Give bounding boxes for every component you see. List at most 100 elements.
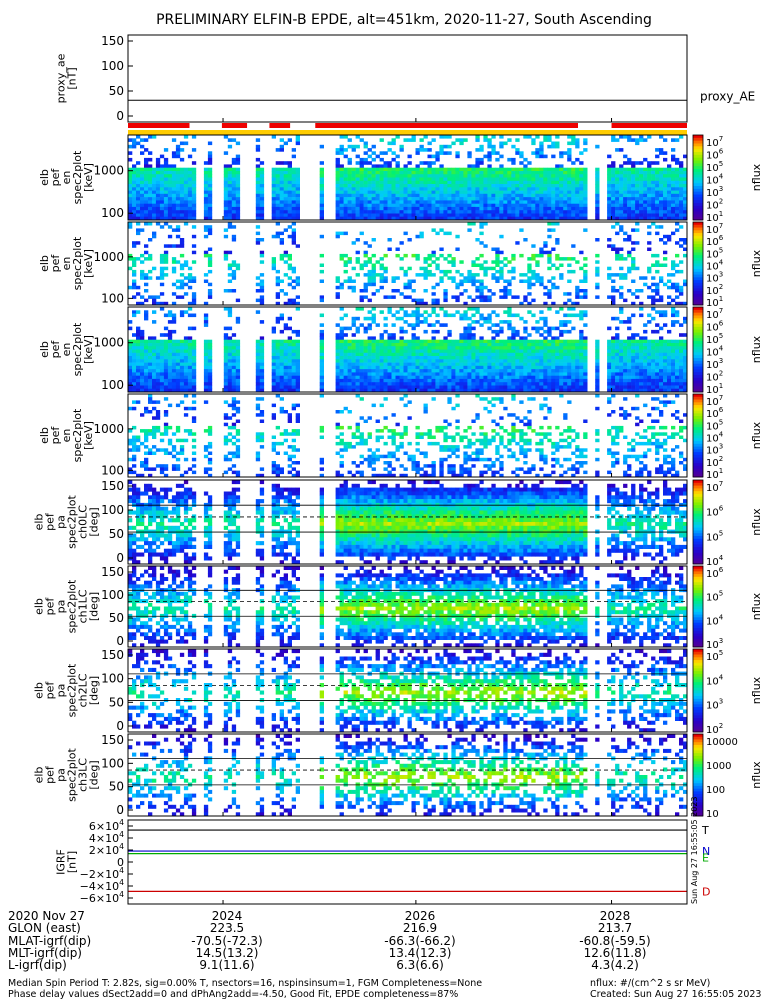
cb-tick: 1000: [706, 761, 731, 772]
footer-created: Created: Sun Aug 27 16:55:05 2023: [590, 989, 761, 1000]
ephem-label-1: GLON (east): [8, 921, 81, 935]
heatmap-ch0: [128, 480, 688, 565]
ephem-label-0: 2020 Nov 27: [8, 909, 85, 923]
ylabel-part: pa: [55, 600, 68, 614]
ephem-4-1: 6.3(6.6): [396, 958, 444, 972]
ylabel-part: spec2plot: [66, 748, 79, 802]
cb-tick: 101: [706, 467, 723, 481]
heatmap-en1: [128, 135, 688, 221]
status-bar-red: [315, 123, 578, 128]
panel-en4: 107106105104103102101nflux1000100elbpefe…: [38, 393, 763, 481]
ylabel-part: [nT]: [66, 851, 79, 873]
ylabel-part: spec2plot: [66, 495, 79, 549]
ytick-label: 0: [116, 634, 124, 648]
ylabel-part: pef: [44, 681, 57, 700]
cb-tick: 105: [706, 529, 723, 543]
heatmap-ch3: [128, 734, 688, 817]
ylabel-part: ch1LC: [77, 589, 90, 623]
ytick-label: 0: [117, 856, 124, 869]
cb-tick: 103: [706, 698, 723, 712]
ephem-4-0: 9.1(11.6): [199, 958, 254, 972]
footer-line1: Median Spin Period T: 2.82s, sig=0.00% T…: [8, 978, 482, 989]
cb-tick: 105: [706, 590, 723, 604]
ylabel-part: pef: [49, 426, 62, 445]
cb-tick: 100: [706, 785, 725, 796]
ylabel-part: spec2plot: [71, 408, 84, 462]
ytick-label: 150: [101, 648, 124, 662]
ylabel-part: [keV]: [82, 421, 95, 450]
side-stamp: Sun Aug 27 16:55:05 2023: [690, 797, 699, 904]
ytick-label: 1000: [93, 336, 124, 350]
ytick-label: 1000: [93, 164, 124, 178]
ylabel-part: pa: [55, 768, 68, 782]
ylabel-part: proxy_ae: [55, 53, 68, 103]
ytick-label: 100: [101, 378, 124, 392]
frame-ch2: [127, 648, 688, 733]
ytick-label: 150: [101, 733, 124, 747]
ephem-1-2: 213.7: [598, 921, 632, 935]
ytick-label: 6×104: [89, 818, 124, 833]
status-bar-yellow: [128, 130, 687, 135]
ytick-label: 150: [101, 34, 124, 48]
ylabel-part: [deg]: [88, 760, 101, 789]
ylabel-part: elb: [33, 682, 46, 699]
ytick-label: 50: [109, 695, 124, 709]
cb-label: nflux: [750, 249, 763, 277]
frame-en3: [127, 306, 688, 393]
ephem-2-2: -60.8(-59.5): [579, 934, 650, 948]
frame-ch1: [127, 565, 688, 648]
ylabel-part: pef: [49, 254, 62, 273]
ephem-label-4: L-igrf(dip): [8, 958, 67, 972]
ylabel-part: elb: [33, 767, 46, 784]
ylabel-part: spec2plot: [66, 663, 79, 717]
ylabel-part: pef: [49, 340, 62, 359]
ylabel-part: en: [60, 429, 73, 443]
ylabel-part: en: [60, 257, 73, 271]
heatmap-ch1: [128, 566, 688, 648]
frame-ch3: [127, 733, 688, 817]
igrf-series-label: E: [702, 852, 709, 865]
ytick-label: 100: [101, 291, 124, 305]
footer-line2: Phase delay values dSect2add=0 and dPhAn…: [8, 989, 458, 1000]
panels: proxy_AE150100500proxy_ae[nT]10710610510…: [33, 34, 764, 905]
cb-label: nflux: [750, 592, 763, 620]
ylabel-part: [deg]: [88, 507, 101, 536]
ylabel-part: elb: [38, 341, 51, 358]
ephem-2-1: -66.3(-66.2): [384, 934, 455, 948]
ephem-3-0: 14.5(13.2): [196, 946, 259, 960]
ytick-label: 100: [101, 672, 124, 686]
cb-label: nflux: [750, 508, 763, 536]
status-bar-red: [128, 123, 190, 128]
cb-tick: 105: [706, 649, 723, 663]
frame-en4: [127, 393, 688, 478]
cb-tick: 10: [706, 809, 719, 820]
ylabel-part: en: [60, 343, 73, 357]
ephem-label-2: MLAT-igrf(dip): [8, 934, 91, 948]
heatmap-en2: [128, 222, 688, 306]
ephem-0-1: 2026: [405, 909, 436, 923]
igrf-series-label: N: [702, 845, 710, 858]
colorbar-ch3: 10000 1000 100 10 nflux: [692, 733, 763, 820]
chart-title: PRELIMINARY ELFIN-B EPDE, alt=451km, 202…: [156, 12, 652, 28]
proxy-ae-label: proxy_AE: [700, 89, 755, 103]
ylabel-part: pa: [55, 684, 68, 698]
ytick-label: 4×104: [89, 830, 124, 845]
ytick-label: 2×104: [89, 842, 124, 857]
status-bar-red: [611, 123, 687, 128]
footer-units: nflux: #/(cm^2 s sr MeV): [590, 978, 710, 989]
ephem-0-0: 2024: [212, 909, 243, 923]
ytick-label: 0: [116, 109, 124, 123]
ylabel-part: [deg]: [88, 676, 101, 705]
ylabel-part: [keV]: [82, 163, 95, 192]
cb-label: nflux: [750, 421, 763, 449]
panel-ch1: 106105104103nflux150100500elbpefpaspec2p…: [33, 565, 764, 651]
